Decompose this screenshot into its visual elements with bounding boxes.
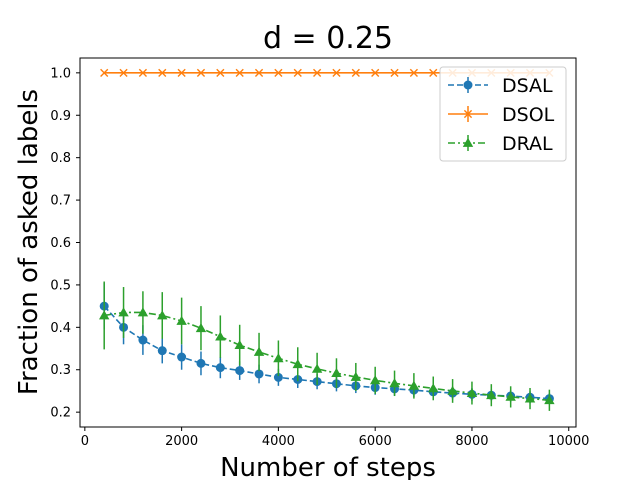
y-tick-label: 0.3 xyxy=(50,363,71,378)
dsol-point xyxy=(158,68,167,77)
dral-point xyxy=(408,380,420,390)
dral-legend-marker xyxy=(462,137,474,147)
dral-point xyxy=(369,375,381,385)
x-axis-title: Number of steps xyxy=(220,453,436,480)
dral-point xyxy=(253,346,265,356)
legend: DSAL DSOL DRAL xyxy=(439,66,567,162)
dsal-point xyxy=(177,352,187,362)
y-tick-label: 0.2 xyxy=(50,406,71,421)
x-tick-label: 4000 xyxy=(262,434,295,449)
y-tick-label: 1.0 xyxy=(50,66,71,81)
y-tick-label: 0.9 xyxy=(50,109,71,124)
x-tick-label: 8000 xyxy=(455,434,488,449)
y-tick-label: 0.6 xyxy=(50,236,71,251)
dral-point xyxy=(350,371,362,381)
dsol-point xyxy=(177,68,186,77)
y-tick-label: 0.4 xyxy=(50,321,71,336)
dsal-point xyxy=(273,372,283,382)
plot-area xyxy=(98,68,555,411)
dsol-point xyxy=(351,68,360,77)
dsol-point xyxy=(100,68,109,77)
y-tick-label: 0.8 xyxy=(50,151,71,166)
dral-point xyxy=(447,385,458,395)
dsol-point xyxy=(371,68,380,77)
legend-entry-dral: DRAL xyxy=(448,133,553,155)
dsol-point xyxy=(274,68,283,77)
y-tick-label: 0.7 xyxy=(50,194,71,209)
dsal-point xyxy=(215,363,225,373)
chart-title: d = 0.25 xyxy=(263,21,393,56)
dral-point xyxy=(311,363,323,373)
dral-line xyxy=(104,311,550,402)
legend-entry-dsal: DSAL xyxy=(448,75,553,97)
x-tick-label: 6000 xyxy=(359,434,392,449)
dsol-legend-marker xyxy=(463,109,473,119)
dsol-point xyxy=(409,68,418,77)
dral-point xyxy=(273,353,284,363)
dsol-point xyxy=(138,68,148,77)
dral-point xyxy=(505,391,516,401)
dral-point xyxy=(544,395,555,405)
dsol-legend-label: DSOL xyxy=(502,104,555,126)
dsol-point xyxy=(313,68,322,77)
dsol-point xyxy=(216,68,225,77)
axes: 0 2000 4000 6000 8000 10000 0.2 0.3 0.4 0.5 0.6 0.7… xyxy=(50,66,589,449)
dral-point xyxy=(195,322,207,333)
dral-point xyxy=(428,383,439,393)
dral-point xyxy=(137,307,149,317)
dral-legend-label: DRAL xyxy=(502,133,553,155)
dral-point xyxy=(292,359,303,369)
dsal-point xyxy=(235,366,245,376)
y-tick-label: 0.5 xyxy=(50,278,71,293)
legend-entry-dsol: DSOL xyxy=(448,104,555,126)
legend-box xyxy=(439,66,567,162)
dsal-legend-marker xyxy=(463,80,473,90)
dral-point xyxy=(98,310,110,320)
x-tick-label: 0 xyxy=(81,434,89,449)
dsol-point xyxy=(332,68,341,77)
dral-point xyxy=(118,307,129,317)
series-dral xyxy=(98,281,555,411)
y-axis-title: Fraction of asked labels xyxy=(14,89,44,395)
dral-point xyxy=(524,393,536,403)
x-tick-label: 10000 xyxy=(548,434,589,449)
dsol-point xyxy=(235,68,244,77)
dsal-point xyxy=(196,358,206,368)
dsol-point xyxy=(293,68,302,77)
dral-point xyxy=(234,339,245,350)
dral-point xyxy=(157,310,168,320)
dral-point xyxy=(215,331,226,341)
x-tick-label: 2000 xyxy=(165,434,198,449)
dral-point xyxy=(331,367,342,378)
dral-point xyxy=(466,387,478,397)
dsol-point xyxy=(196,68,206,77)
dsol-point xyxy=(429,68,438,77)
dsal-point xyxy=(254,369,264,379)
dral-point xyxy=(389,378,400,388)
dsol-point xyxy=(254,68,264,77)
dsol-point xyxy=(390,68,399,77)
dsol-point xyxy=(119,68,128,77)
dsal-legend-label: DSAL xyxy=(502,75,553,97)
dral-point xyxy=(486,389,497,400)
dsal-point xyxy=(138,335,148,345)
dral-point xyxy=(176,315,187,325)
dsal-point xyxy=(157,346,167,356)
